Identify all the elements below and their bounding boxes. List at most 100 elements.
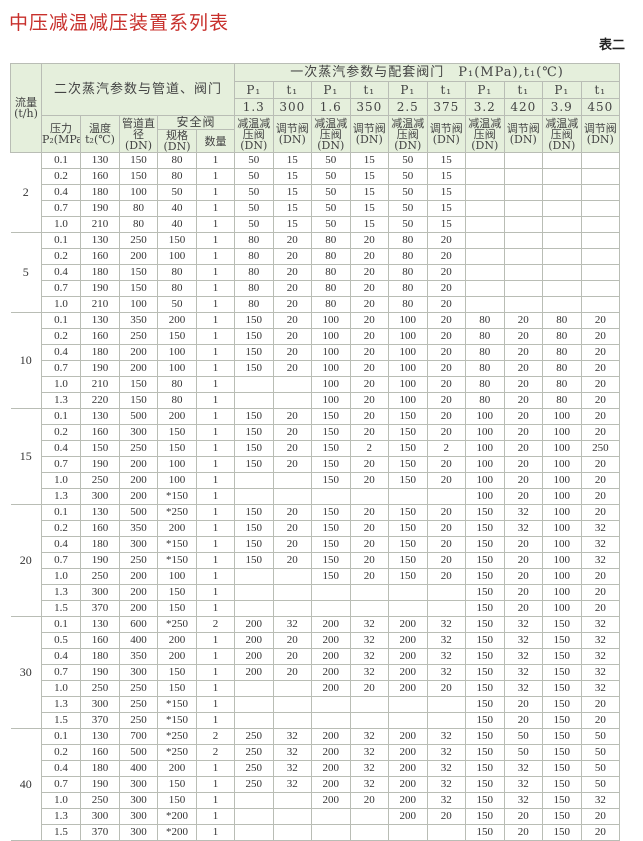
table-cell: 130 bbox=[80, 232, 120, 249]
table-cell: 32 bbox=[503, 520, 544, 537]
table-cell: 160 bbox=[80, 424, 120, 441]
table-cell: 32 bbox=[426, 632, 467, 649]
table-cell: 20 bbox=[503, 408, 544, 425]
table-cell: 20 bbox=[426, 680, 467, 697]
valve-label: 减温减压阀(DN) bbox=[465, 115, 505, 153]
table-cell bbox=[272, 392, 313, 409]
table-cell: 150 bbox=[465, 632, 505, 649]
table-row: 20 0.1 130 500 *250 1 150 20 150 20 150 20 150 32 100 2… bbox=[10, 504, 621, 617]
table-cell: 250 bbox=[119, 552, 158, 569]
table-row: 0.2 160 350 200 1 150 20 150 20 150 20 150 32 100 32 bbox=[11, 520, 621, 537]
table-cell: 20 bbox=[503, 808, 544, 825]
table-cell: 150 bbox=[388, 520, 428, 537]
table-cell: 50 bbox=[388, 168, 428, 185]
table-cell: 250 bbox=[234, 776, 274, 793]
table-cell: 32 bbox=[580, 648, 621, 665]
table-cell bbox=[311, 712, 351, 729]
table-cell: 150 bbox=[388, 408, 428, 425]
table-cell: 80 bbox=[234, 232, 274, 249]
table-cell: 15 bbox=[349, 168, 390, 185]
param-value: 375 bbox=[426, 98, 467, 116]
table-cell bbox=[234, 568, 274, 585]
table-cell: 250 bbox=[119, 680, 158, 697]
table-cell: 20 bbox=[272, 248, 313, 265]
table-cell: 100 bbox=[465, 408, 505, 425]
table-cell bbox=[426, 584, 467, 601]
table-cell: 50 bbox=[580, 744, 621, 761]
param-label: P₁ bbox=[388, 81, 428, 99]
table-cell: 100 bbox=[311, 392, 351, 409]
table-cell bbox=[542, 152, 582, 169]
table-cell: 200 bbox=[388, 776, 428, 793]
table-cell: 200 bbox=[388, 648, 428, 665]
table-cell: 1.0 bbox=[41, 792, 81, 809]
table-cell: *150 bbox=[157, 536, 197, 553]
table-cell: 15 bbox=[426, 168, 467, 185]
table-cell bbox=[580, 200, 621, 217]
table-cell: 150 bbox=[157, 584, 197, 601]
table-cell: 100 bbox=[542, 520, 582, 537]
table-cell: 0.2 bbox=[41, 424, 81, 441]
pipe-diameter-header: 管道直径(DN) bbox=[119, 115, 158, 153]
flow-rate-cell: 10 bbox=[10, 312, 42, 409]
table-cell: 200 bbox=[388, 744, 428, 761]
table-cell: 80 bbox=[234, 264, 274, 281]
table-cell: 0.7 bbox=[41, 280, 81, 297]
table-cell: 80 bbox=[542, 376, 582, 393]
table-row: 0.7 190 250 *150 1 150 20 150 20 150 20 150 20 100 32 bbox=[11, 552, 621, 569]
table-cell: 20 bbox=[426, 296, 467, 313]
table-cell bbox=[542, 296, 582, 313]
table-cell: 150 bbox=[465, 696, 505, 713]
table-cell: 150 bbox=[542, 696, 582, 713]
table-cell: 180 bbox=[80, 344, 120, 361]
table-cell: 1 bbox=[195, 712, 236, 729]
table-cell: 32 bbox=[580, 536, 621, 553]
table-cell: 190 bbox=[80, 664, 120, 681]
flow-rate-cell: 2 bbox=[10, 152, 42, 233]
table-cell: 1.3 bbox=[41, 488, 81, 505]
column-label-row: 压力P₂(MPa) 温度t₂(℃) 管道直径(DN) 安全阀 减温减压阀(DN)… bbox=[11, 115, 621, 153]
table-cell bbox=[234, 392, 274, 409]
table-cell: 20 bbox=[349, 568, 390, 585]
table-cell: 80 bbox=[465, 312, 505, 329]
table-cell: 1 bbox=[195, 632, 236, 649]
table-cell: 32 bbox=[503, 664, 544, 681]
table-cell: 150 bbox=[465, 536, 505, 553]
table-cell: 0.7 bbox=[41, 776, 81, 793]
table-cell bbox=[580, 152, 621, 169]
table-cell bbox=[542, 280, 582, 297]
table-cell: 80 bbox=[157, 152, 197, 169]
table-cell: 0.2 bbox=[41, 248, 81, 265]
table-cell: 100 bbox=[542, 424, 582, 441]
table-cell: 80 bbox=[119, 200, 158, 217]
table-cell: 50 bbox=[311, 184, 351, 201]
table-cell: 200 bbox=[157, 760, 197, 777]
table-cell: 20 bbox=[349, 392, 390, 409]
table-cell: 1 bbox=[195, 648, 236, 665]
table-cell: 150 bbox=[465, 760, 505, 777]
table-cell bbox=[234, 696, 274, 713]
table-cell: 100 bbox=[119, 184, 158, 201]
table-cell bbox=[580, 216, 621, 233]
table-cell: 100 bbox=[465, 472, 505, 489]
table-cell: 0.1 bbox=[41, 616, 81, 633]
table-cell: 200 bbox=[119, 360, 158, 377]
table-cell: 20 bbox=[272, 328, 313, 345]
table-cell: 50 bbox=[503, 744, 544, 761]
table-cell: 150 bbox=[157, 664, 197, 681]
table-cell: 80 bbox=[465, 344, 505, 361]
table-cell: 32 bbox=[426, 776, 467, 793]
table-cell: 50 bbox=[157, 184, 197, 201]
table-cell: 1.0 bbox=[41, 472, 81, 489]
table-row: 0.7 190 200 100 1 150 20 100 20 100 20 80 20 80 20 bbox=[11, 360, 621, 377]
table-cell bbox=[503, 280, 544, 297]
table-cell: 20 bbox=[426, 456, 467, 473]
table-cell: 200 bbox=[311, 776, 351, 793]
table-cell: 150 bbox=[388, 552, 428, 569]
table-cell: 150 bbox=[311, 536, 351, 553]
table-cell: 130 bbox=[80, 728, 120, 745]
table-cell: 1 bbox=[195, 168, 236, 185]
table-cell: 80 bbox=[542, 328, 582, 345]
table-cell: 150 bbox=[542, 792, 582, 809]
table-row: 0.2 160 500 *250 2 250 32 200 32 200 32 150 50 150 50 bbox=[11, 744, 621, 761]
